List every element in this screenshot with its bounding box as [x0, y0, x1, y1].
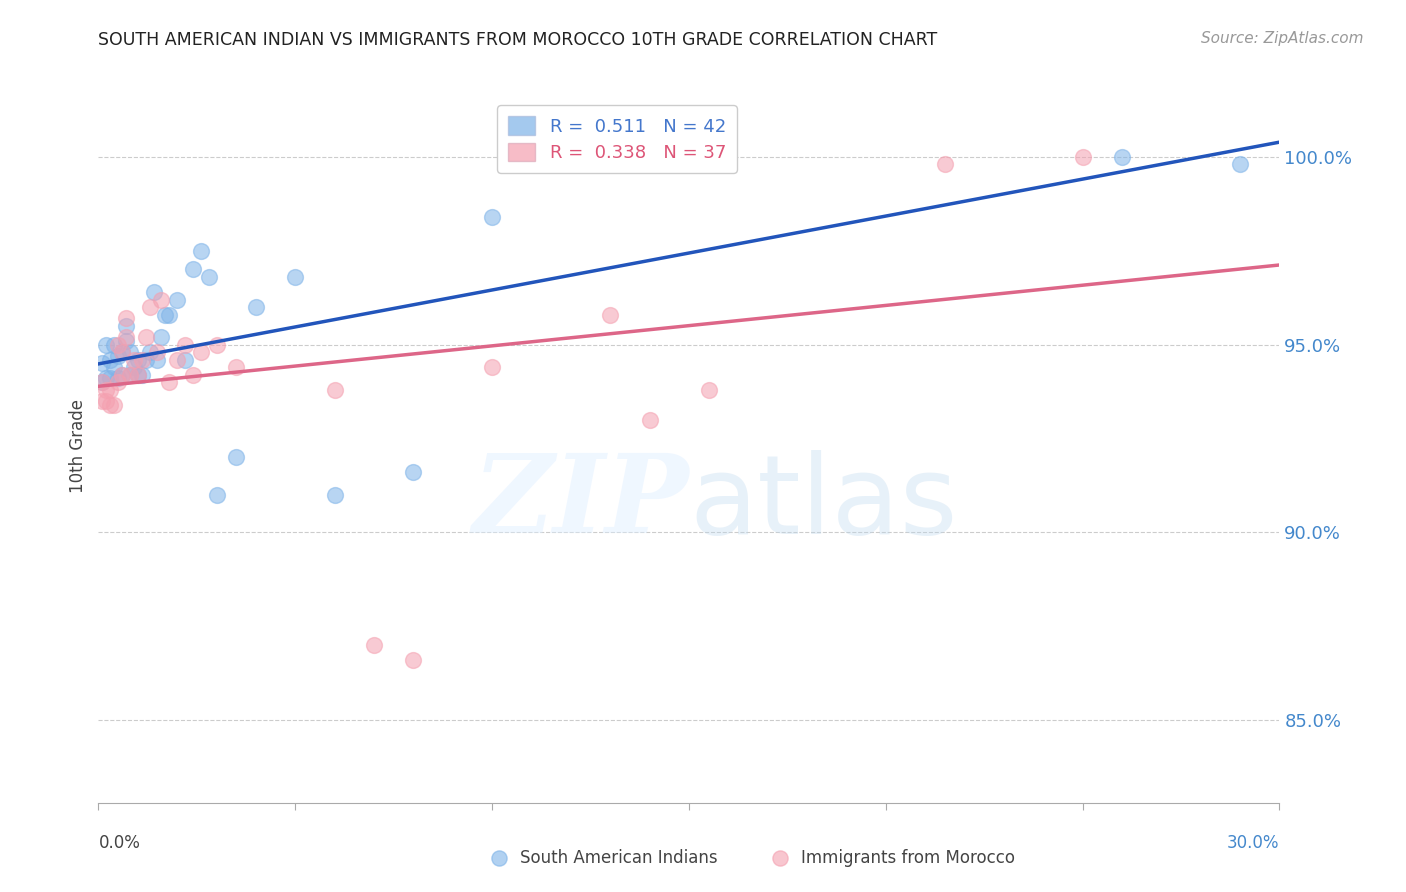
Y-axis label: 10th Grade: 10th Grade	[69, 399, 87, 493]
Point	[599, 157, 621, 171]
Point	[481, 360, 503, 375]
Point	[135, 330, 157, 344]
Point	[127, 352, 149, 367]
Text: SOUTH AMERICAN INDIAN VS IMMIGRANTS FROM MOROCCO 10TH GRADE CORRELATION CHART: SOUTH AMERICAN INDIAN VS IMMIGRANTS FROM…	[98, 31, 938, 49]
Point	[190, 244, 212, 258]
Point	[245, 300, 267, 314]
Point	[402, 465, 425, 479]
Text: 0.0%: 0.0%	[98, 834, 141, 852]
Point	[205, 337, 228, 351]
Point	[225, 450, 247, 465]
Point	[1229, 157, 1251, 171]
Point	[157, 375, 180, 389]
Point	[111, 345, 134, 359]
Point	[96, 393, 118, 408]
Point	[107, 349, 129, 363]
Text: South American Indians: South American Indians	[520, 849, 718, 867]
Point	[111, 368, 134, 382]
Point	[98, 371, 121, 385]
Point	[118, 345, 141, 359]
Point	[323, 488, 346, 502]
Text: 30.0%: 30.0%	[1227, 834, 1279, 852]
Point	[205, 488, 228, 502]
Point	[363, 638, 385, 652]
Point	[118, 368, 141, 382]
Point	[135, 352, 157, 367]
Point	[284, 270, 307, 285]
Point	[174, 337, 197, 351]
Point	[146, 345, 169, 359]
Legend: R =  0.511   N = 42, R =  0.338   N = 37: R = 0.511 N = 42, R = 0.338 N = 37	[498, 105, 737, 173]
Point	[769, 851, 792, 865]
Point	[138, 345, 160, 359]
Point	[98, 352, 121, 367]
Point	[166, 293, 188, 307]
Point	[142, 285, 165, 299]
Point	[225, 360, 247, 375]
Point	[131, 352, 153, 367]
Point	[181, 262, 204, 277]
Point	[697, 383, 720, 397]
Point	[127, 368, 149, 382]
Point	[115, 334, 138, 348]
Point	[150, 293, 173, 307]
Point	[98, 398, 121, 412]
Point	[122, 352, 145, 367]
Point	[150, 330, 173, 344]
Point	[599, 308, 621, 322]
Point	[98, 383, 121, 397]
Point	[91, 356, 114, 370]
Point	[115, 318, 138, 333]
Point	[127, 368, 149, 382]
Text: Immigrants from Morocco: Immigrants from Morocco	[801, 849, 1015, 867]
Text: Source: ZipAtlas.com: Source: ZipAtlas.com	[1201, 31, 1364, 46]
Point	[91, 375, 114, 389]
Point	[103, 398, 125, 412]
Point	[197, 270, 219, 285]
Point	[131, 368, 153, 382]
Point	[190, 345, 212, 359]
Point	[481, 210, 503, 224]
Point	[181, 368, 204, 382]
Point	[115, 330, 138, 344]
Text: ZIP: ZIP	[472, 450, 689, 557]
Point	[174, 352, 197, 367]
Point	[146, 352, 169, 367]
Point	[96, 383, 118, 397]
Point	[488, 851, 510, 865]
Point	[103, 360, 125, 375]
Point	[402, 653, 425, 667]
Text: atlas: atlas	[689, 450, 957, 557]
Point	[638, 413, 661, 427]
Point	[111, 368, 134, 382]
Point	[107, 371, 129, 385]
Point	[122, 360, 145, 375]
Point	[107, 375, 129, 389]
Point	[155, 308, 177, 322]
Point	[107, 337, 129, 351]
Point	[96, 371, 118, 385]
Point	[138, 300, 160, 314]
Point	[1071, 150, 1094, 164]
Point	[91, 375, 114, 389]
Point	[103, 337, 125, 351]
Point	[96, 337, 118, 351]
Point	[166, 352, 188, 367]
Point	[934, 157, 956, 171]
Point	[1111, 150, 1133, 164]
Point	[111, 345, 134, 359]
Point	[157, 308, 180, 322]
Point	[118, 368, 141, 382]
Point	[115, 311, 138, 326]
Point	[323, 383, 346, 397]
Point	[91, 393, 114, 408]
